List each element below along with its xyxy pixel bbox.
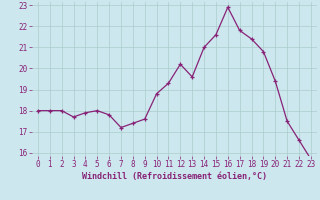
X-axis label: Windchill (Refroidissement éolien,°C): Windchill (Refroidissement éolien,°C) xyxy=(82,172,267,181)
